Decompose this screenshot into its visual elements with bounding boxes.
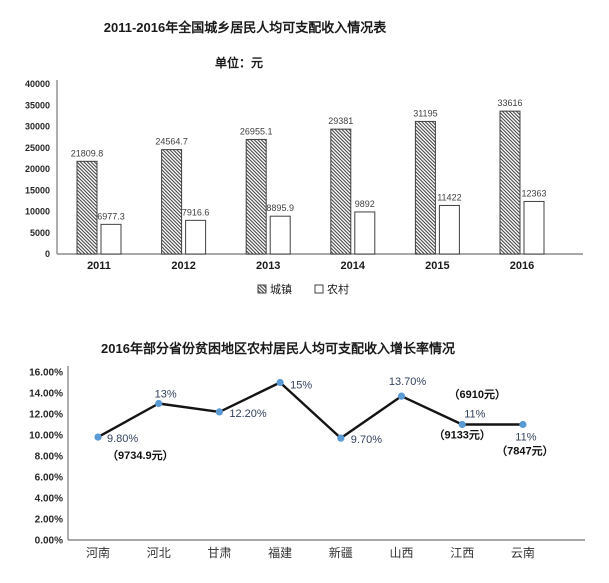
y-axis-tick-label: 8.00% <box>35 452 63 463</box>
point-income-label: （9734.9元） <box>107 449 174 462</box>
bar-value-label: 33616 <box>497 98 522 108</box>
x-axis-category-label: 云南 <box>511 545 535 560</box>
point-value-label: 9.70% <box>351 434 382 446</box>
x-axis-category-label: 河北 <box>147 546 171 560</box>
x-axis-category-label: 2016 <box>510 260 534 272</box>
point-value-label: 13.70% <box>389 376 427 388</box>
x-axis-category-label: 河南 <box>86 545 110 560</box>
bar-农村-2014 <box>354 211 376 255</box>
y-axis-tick-label: 2.00% <box>35 515 63 526</box>
y-axis-tick-label: 14.00% <box>29 389 63 400</box>
y-axis-tick-label: 30000 <box>25 122 50 132</box>
data-point-甘肃 <box>215 408 223 416</box>
bar-value-label: 11422 <box>437 192 461 202</box>
bar-农村-2015 <box>438 204 460 255</box>
data-point-山西 <box>397 392 406 400</box>
legend-swatch-城镇 <box>257 284 267 294</box>
data-point-新疆 <box>337 434 345 442</box>
bar-城镇-2016 <box>499 110 521 255</box>
data-point-河北 <box>155 399 163 408</box>
bar-城镇-2014 <box>330 128 352 255</box>
data-point-云南 <box>519 420 527 429</box>
point-income-label: （9133元） <box>433 429 490 442</box>
bar-value-label: 8895.9 <box>266 203 294 213</box>
x-axis-category-label: 2011 <box>87 260 111 272</box>
bar-value-label: 12363 <box>521 188 546 198</box>
y-axis-tick-label: 25000 <box>25 143 50 153</box>
bar-value-label: 31195 <box>413 108 437 118</box>
y-axis-tick-label: 12.00% <box>29 410 63 421</box>
y-axis-tick-label: 6.00% <box>35 473 63 484</box>
legend-swatch-农村 <box>314 284 324 294</box>
bar-城镇-2012 <box>161 149 183 255</box>
x-axis-category-label: 2015 <box>425 260 449 272</box>
point-value-label: 11% <box>464 409 485 421</box>
y-axis-tick-label: 0 <box>45 249 50 259</box>
data-point-福建 <box>276 378 284 387</box>
y-axis-tick-label: 40000 <box>25 79 50 89</box>
x-axis-category-label: 福建 <box>268 545 292 560</box>
bar-城镇-2015 <box>414 120 436 255</box>
line-chart-canvas: 0.00% 2.00% 4.00% 6.00% 8.00% 10.00% 12.00% 14.… <box>29 366 585 560</box>
y-axis-tick-label: 20000 <box>25 164 50 174</box>
point-value-label: 15% <box>290 380 312 392</box>
y-axis-tick-label: 15000 <box>25 185 50 195</box>
point-value-label: 11% <box>515 432 536 444</box>
x-axis-category-label: 新疆 <box>329 545 353 560</box>
x-axis-category-label: 2014 <box>341 260 366 272</box>
y-axis-tick-label: 35000 <box>25 100 50 110</box>
bar-value-label: 26955.1 <box>240 126 273 136</box>
trend-line <box>97 381 523 440</box>
bar-农村-2013 <box>269 215 291 255</box>
legend-label: 农村 <box>327 282 349 296</box>
x-axis-category-label: 2013 <box>256 260 280 272</box>
y-axis-tick-label: 4.00% <box>35 494 63 505</box>
bar-城镇-2013 <box>245 138 267 255</box>
point-income-label: （6910元） <box>449 388 506 401</box>
bar-value-label: 29381 <box>328 116 353 126</box>
y-axis-tick-label: 10000 <box>25 207 50 217</box>
legend-label: 城镇 <box>270 282 292 296</box>
y-axis-tick-label: 0.00% <box>35 536 63 547</box>
x-axis-category-label: 山西 <box>389 546 413 560</box>
point-income-label: （7847元） <box>496 445 553 458</box>
y-axis-tick-label: 10.00% <box>29 431 63 442</box>
bar-value-label: 21809.8 <box>71 148 104 158</box>
bar-农村-2011 <box>100 223 122 255</box>
bar-chart-unit-label: 单位：元 <box>214 56 263 70</box>
bar-value-label: 24564.7 <box>155 137 188 147</box>
bar-chart-canvas: 0 5000 10000 15000 20000 25000 30000 35000 40000… <box>25 79 583 296</box>
y-axis-tick-label: 16.00% <box>29 368 63 379</box>
bar-value-label: 7916.6 <box>182 207 210 217</box>
line-chart-title: 2016年部分省份贫困地区农村居民人均可支配收入增长率情况 <box>101 341 455 356</box>
bar-农村-2016 <box>523 200 545 255</box>
x-axis-category-label: 2012 <box>171 260 195 272</box>
x-axis-category-label: 甘肃 <box>207 546 231 560</box>
y-axis-tick-label: 5000 <box>30 228 50 238</box>
point-value-label: 12.20% <box>229 408 267 420</box>
bar-chart-title: 2011-2016年全国城乡居民人均可支配收入情况表 <box>103 20 387 35</box>
bar-value-label: 6977.3 <box>97 211 125 221</box>
bar-农村-2012 <box>185 219 207 255</box>
bar-城镇-2011 <box>76 160 98 255</box>
x-axis-category-label: 江西 <box>450 546 474 560</box>
data-point-江西 <box>458 420 466 429</box>
bar-value-label: 9892 <box>355 199 375 209</box>
data-point-河南 <box>94 433 102 441</box>
point-value-label: 13% <box>155 389 177 401</box>
point-value-label: 9.80% <box>107 433 138 445</box>
